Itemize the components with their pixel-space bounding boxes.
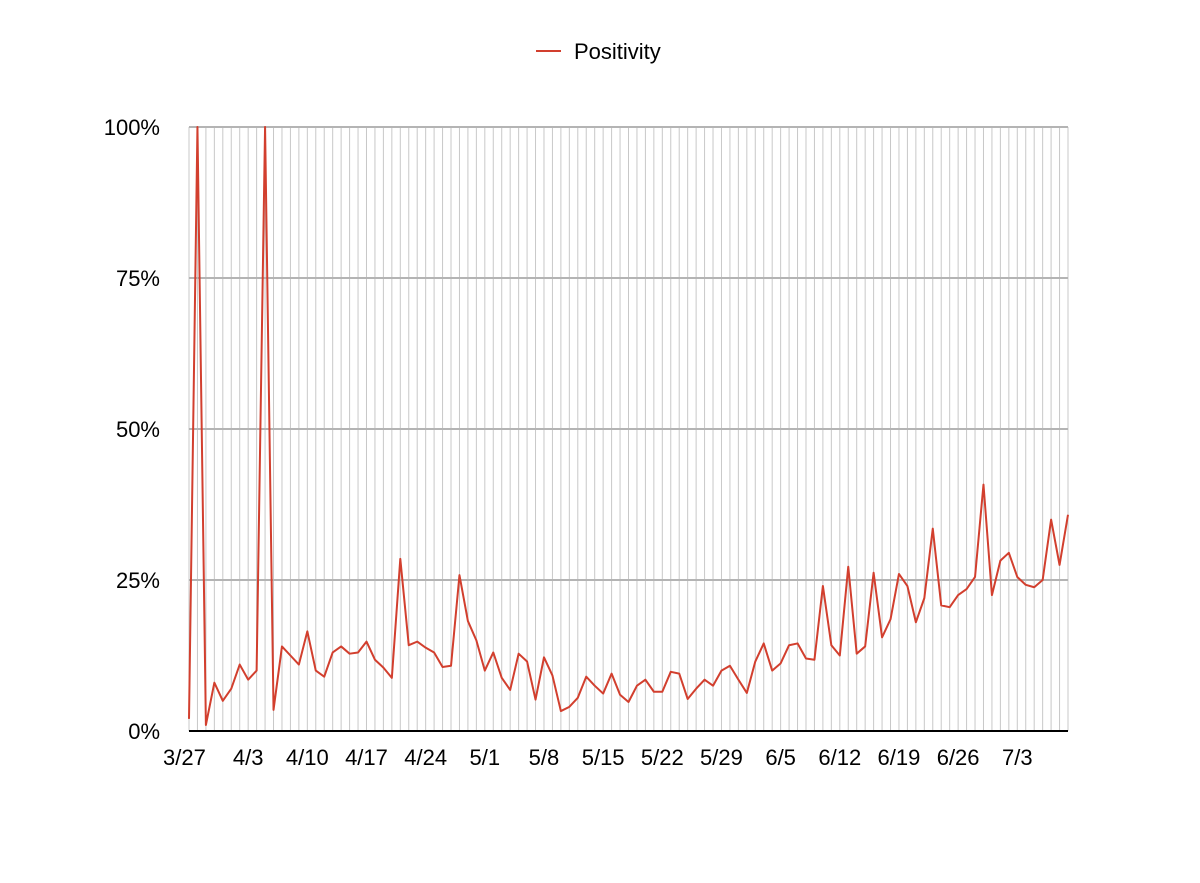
x-axis-tick-labels: 3/27 4/3 4/10 4/17 4/24 5/1 5/8 5/15 5/22 5/29 6/5… — [163, 745, 1033, 770]
y-tick-label: 0% — [128, 719, 160, 744]
x-tick-label: 5/8 — [529, 745, 560, 770]
x-tick-label: 4/24 — [404, 745, 447, 770]
y-tick-label: 75% — [116, 266, 160, 291]
legend: Positivity — [536, 39, 661, 64]
x-tick-label: 4/3 — [233, 745, 264, 770]
x-tick-label: 6/5 — [765, 745, 796, 770]
x-tick-label: 4/17 — [345, 745, 388, 770]
legend-label-positivity: Positivity — [574, 39, 661, 64]
x-tick-label: 5/1 — [470, 745, 501, 770]
x-tick-label: 6/19 — [878, 745, 921, 770]
x-tick-label: 6/12 — [818, 745, 861, 770]
x-tick-label: 5/15 — [582, 745, 625, 770]
x-tick-label: 3/27 — [163, 745, 206, 770]
y-tick-label: 50% — [116, 417, 160, 442]
x-tick-label: 4/10 — [286, 745, 329, 770]
y-tick-label: 25% — [116, 568, 160, 593]
y-tick-label: 100% — [104, 115, 160, 140]
x-tick-label: 5/29 — [700, 745, 743, 770]
horizontal-gridlines — [189, 126, 1068, 581]
y-axis-tick-labels: 100% 75% 50% 25% 0% — [104, 115, 160, 744]
x-tick-label: 7/3 — [1002, 745, 1033, 770]
x-tick-label: 6/26 — [937, 745, 980, 770]
x-tick-label: 5/22 — [641, 745, 684, 770]
series-line-positivity — [188, 126, 1069, 726]
